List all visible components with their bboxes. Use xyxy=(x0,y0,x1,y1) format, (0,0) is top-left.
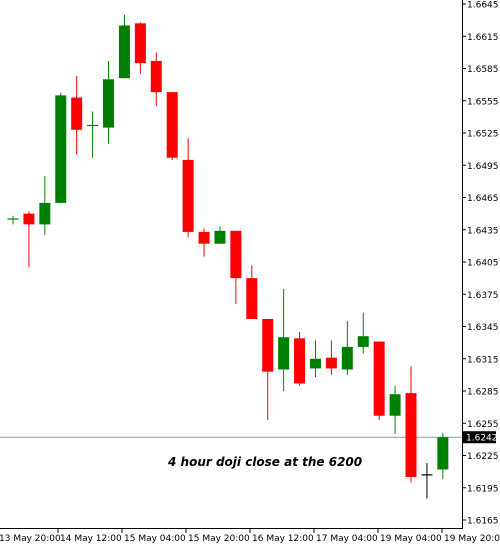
time-axis-ticks: 13 May 20:00 14 May 12:00 15 May 04:00 15 M… xyxy=(0,528,500,544)
current-price-label-bg xyxy=(463,431,496,444)
candle-body xyxy=(278,337,290,370)
y-tick-label: 1.6615 xyxy=(467,33,499,43)
y-tick-label: 1.6315 xyxy=(467,355,499,365)
candle xyxy=(437,432,449,480)
candle xyxy=(357,312,369,354)
y-tick-label: 1.6255 xyxy=(467,420,499,430)
candle-body xyxy=(87,124,99,127)
candle xyxy=(278,288,290,391)
candle xyxy=(309,340,321,378)
candle xyxy=(71,76,83,155)
candle xyxy=(7,215,19,225)
candle-body xyxy=(389,394,401,416)
x-tick-label: 19 May 20:00 xyxy=(444,534,500,544)
candles-layer xyxy=(7,14,449,499)
candle xyxy=(373,341,385,421)
x-tick-label: 13 May 20:00 xyxy=(0,534,61,544)
y-tick-label: 1.6345 xyxy=(467,323,499,333)
candle xyxy=(23,211,35,268)
candle xyxy=(150,52,162,107)
candle-body xyxy=(150,60,162,93)
axis-frame xyxy=(0,0,463,529)
candle-body xyxy=(421,474,433,476)
candle xyxy=(421,463,433,499)
y-tick-label: 1.6285 xyxy=(467,388,499,398)
x-tick-label: 14 May 12:00 xyxy=(60,534,122,544)
chart-annotation: 4 hour doji close at the 6200 xyxy=(167,455,362,469)
candle xyxy=(214,226,226,244)
y-tick-label: 1.6585 xyxy=(467,65,499,75)
candle xyxy=(341,321,353,375)
candle-body xyxy=(23,213,35,225)
candle-body xyxy=(214,230,226,244)
price-axis-ticks: 1.6645 1.6615 1.6585 1.6555 1.6525 1.6495 1.64… xyxy=(462,1,499,527)
candle-body xyxy=(309,358,321,369)
candle-body xyxy=(55,95,67,203)
candle-body xyxy=(103,79,115,128)
candle-body xyxy=(437,437,449,470)
candle xyxy=(198,228,210,257)
current-price-label: 1.6242 xyxy=(463,431,498,444)
candle-body xyxy=(7,218,19,220)
candle-body xyxy=(182,159,194,232)
x-tick-label: 17 May 04:00 xyxy=(316,534,378,544)
y-tick-label: 1.6195 xyxy=(467,484,499,494)
candle-body xyxy=(39,202,51,225)
candle xyxy=(39,176,51,236)
y-tick-label: 1.6645 xyxy=(467,1,499,11)
y-tick-label: 1.6165 xyxy=(467,517,499,527)
candle xyxy=(182,138,194,238)
candle-body xyxy=(341,346,353,370)
candle-body xyxy=(198,231,210,244)
candle-body xyxy=(166,92,178,158)
candle xyxy=(103,60,115,144)
x-tick-label: 15 May 20:00 xyxy=(188,534,250,544)
candle-body xyxy=(134,23,146,64)
candle xyxy=(405,366,417,483)
candle xyxy=(118,14,130,79)
candle xyxy=(294,331,306,386)
y-tick-label: 1.6405 xyxy=(467,259,499,269)
x-tick-label: 16 May 12:00 xyxy=(252,534,314,544)
candle xyxy=(230,230,242,304)
current-price-label-text: 1.6242 xyxy=(466,434,498,444)
candle-body xyxy=(405,393,417,477)
candle xyxy=(246,265,258,319)
candle-body xyxy=(246,278,258,319)
candle-body xyxy=(294,338,306,384)
y-tick-label: 1.6495 xyxy=(467,162,499,172)
candle xyxy=(134,22,146,74)
candle-body xyxy=(230,230,242,279)
candle-body xyxy=(262,318,274,372)
y-tick-label: 1.6375 xyxy=(467,291,499,301)
candle-body xyxy=(71,97,83,130)
candle xyxy=(55,93,67,203)
candle xyxy=(166,92,178,160)
candle-body xyxy=(325,357,337,369)
candle xyxy=(325,340,337,375)
candle xyxy=(87,111,99,158)
candle-body xyxy=(118,25,130,79)
y-tick-label: 1.6225 xyxy=(467,452,499,462)
y-tick-label: 1.6465 xyxy=(467,194,499,204)
candle-body xyxy=(373,341,385,416)
y-tick-label: 1.6525 xyxy=(467,130,499,140)
x-tick-label: 15 May 04:00 xyxy=(124,534,186,544)
candle-body xyxy=(357,336,369,347)
y-tick-label: 1.6435 xyxy=(467,226,499,236)
y-tick-label: 1.6555 xyxy=(467,97,499,107)
candle xyxy=(262,318,274,421)
candle xyxy=(389,385,401,434)
x-tick-label: 19 May 04:00 xyxy=(380,534,442,544)
